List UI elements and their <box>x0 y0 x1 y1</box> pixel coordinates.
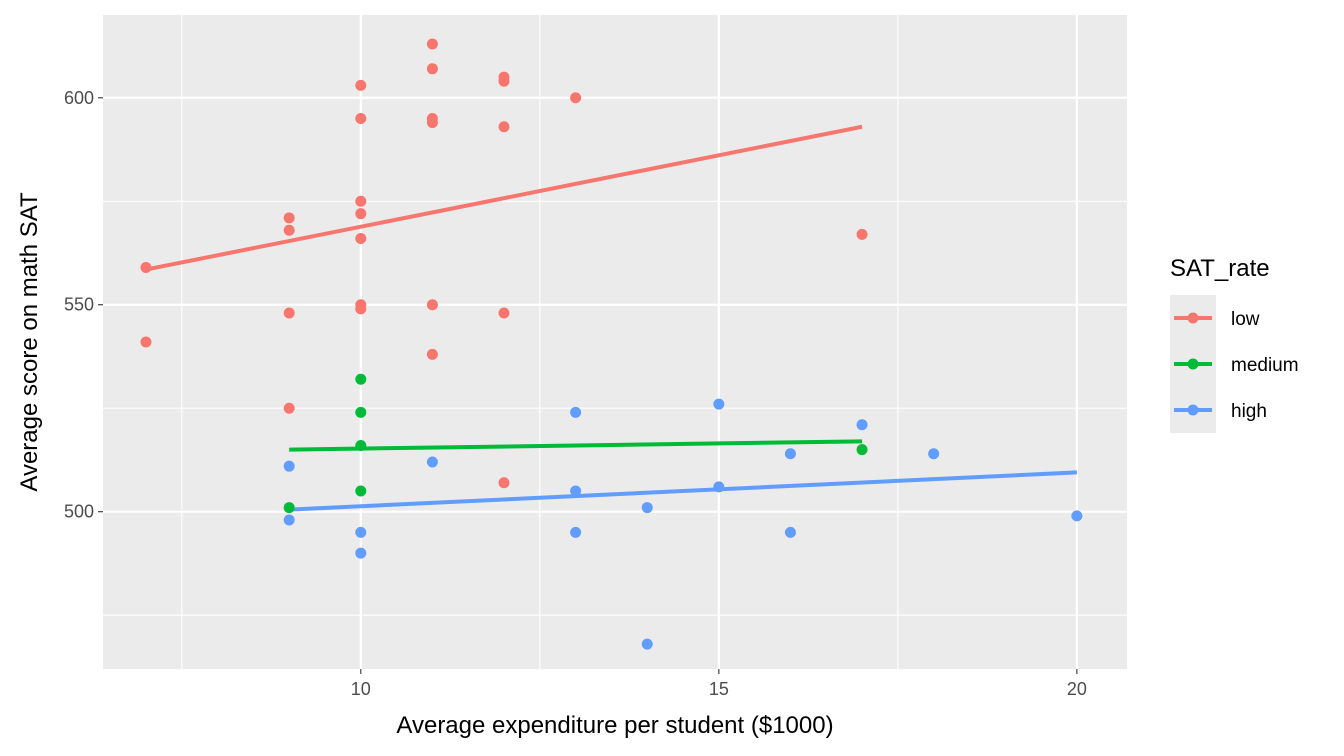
x-axis-title: Average expenditure per student ($1000) <box>396 712 833 739</box>
data-point-low <box>355 195 367 207</box>
grid-lines <box>103 15 1127 669</box>
data-point-low <box>426 38 438 50</box>
data-point-high <box>355 526 367 538</box>
fit-line-medium <box>289 439 863 452</box>
data-point-low <box>283 212 295 224</box>
data-point-low <box>498 75 510 87</box>
data-point-medium <box>355 485 367 497</box>
data-point-low <box>498 477 510 489</box>
data-point-high <box>355 547 367 559</box>
legend-label-low: low <box>1231 309 1260 330</box>
data-point-low <box>355 79 367 91</box>
legend: SAT_rate low medium high <box>1170 255 1299 433</box>
data-point-high <box>641 502 653 514</box>
legend-marker-medium <box>1187 358 1199 370</box>
plot-panel <box>103 15 1127 669</box>
y-axis: 500 550 600 <box>64 88 103 522</box>
y-tick-label: 500 <box>64 502 94 522</box>
data-point-high <box>713 481 725 493</box>
x-tick-label: 20 <box>1067 679 1087 699</box>
data-point-low <box>856 228 868 240</box>
data-point-high <box>713 398 725 410</box>
data-point-high <box>570 406 582 418</box>
fit-lines <box>145 124 1077 512</box>
data-point-low <box>355 208 367 220</box>
data-point-high <box>426 456 438 468</box>
data-point-low <box>498 121 510 133</box>
data-point-low <box>426 299 438 311</box>
data-point-medium <box>355 406 367 418</box>
fit-line-low <box>145 124 863 272</box>
data-point-low <box>140 261 152 273</box>
data-point-high <box>283 514 295 526</box>
data-point-medium <box>355 373 367 385</box>
data-point-high <box>570 526 582 538</box>
data-point-low <box>355 112 367 124</box>
legend-marker-low <box>1187 312 1199 324</box>
legend-label-high: high <box>1231 401 1267 422</box>
data-point-high <box>641 638 653 650</box>
data-point-low <box>283 224 295 236</box>
data-point-low <box>355 303 367 315</box>
data-points <box>140 38 1083 650</box>
data-point-medium <box>283 502 295 514</box>
data-point-high <box>570 485 582 497</box>
data-point-medium <box>355 439 367 451</box>
y-tick-label: 600 <box>64 88 94 108</box>
data-point-low <box>426 117 438 129</box>
data-point-low <box>283 307 295 319</box>
fit-line-high <box>289 470 1077 512</box>
data-point-low <box>498 307 510 319</box>
legend-marker-high <box>1187 404 1199 416</box>
y-tick-label: 550 <box>64 295 94 315</box>
x-axis: 10 15 20 <box>351 669 1087 699</box>
x-tick-label: 15 <box>709 679 729 699</box>
data-point-high <box>784 526 796 538</box>
data-point-low <box>283 402 295 414</box>
data-point-high <box>283 460 295 472</box>
x-tick-label: 10 <box>351 679 371 699</box>
data-point-high <box>784 448 796 460</box>
data-point-high <box>856 419 868 431</box>
legend-title: SAT_rate <box>1170 255 1270 282</box>
data-point-medium <box>856 444 868 456</box>
data-point-low <box>426 63 438 75</box>
data-point-high <box>1071 510 1083 522</box>
data-point-low <box>570 92 582 104</box>
data-point-low <box>426 348 438 360</box>
data-point-low <box>355 233 367 245</box>
y-axis-title: Average score on math SAT <box>16 192 43 492</box>
data-point-high <box>928 448 940 460</box>
legend-label-medium: medium <box>1231 355 1299 376</box>
data-point-low <box>140 336 152 348</box>
